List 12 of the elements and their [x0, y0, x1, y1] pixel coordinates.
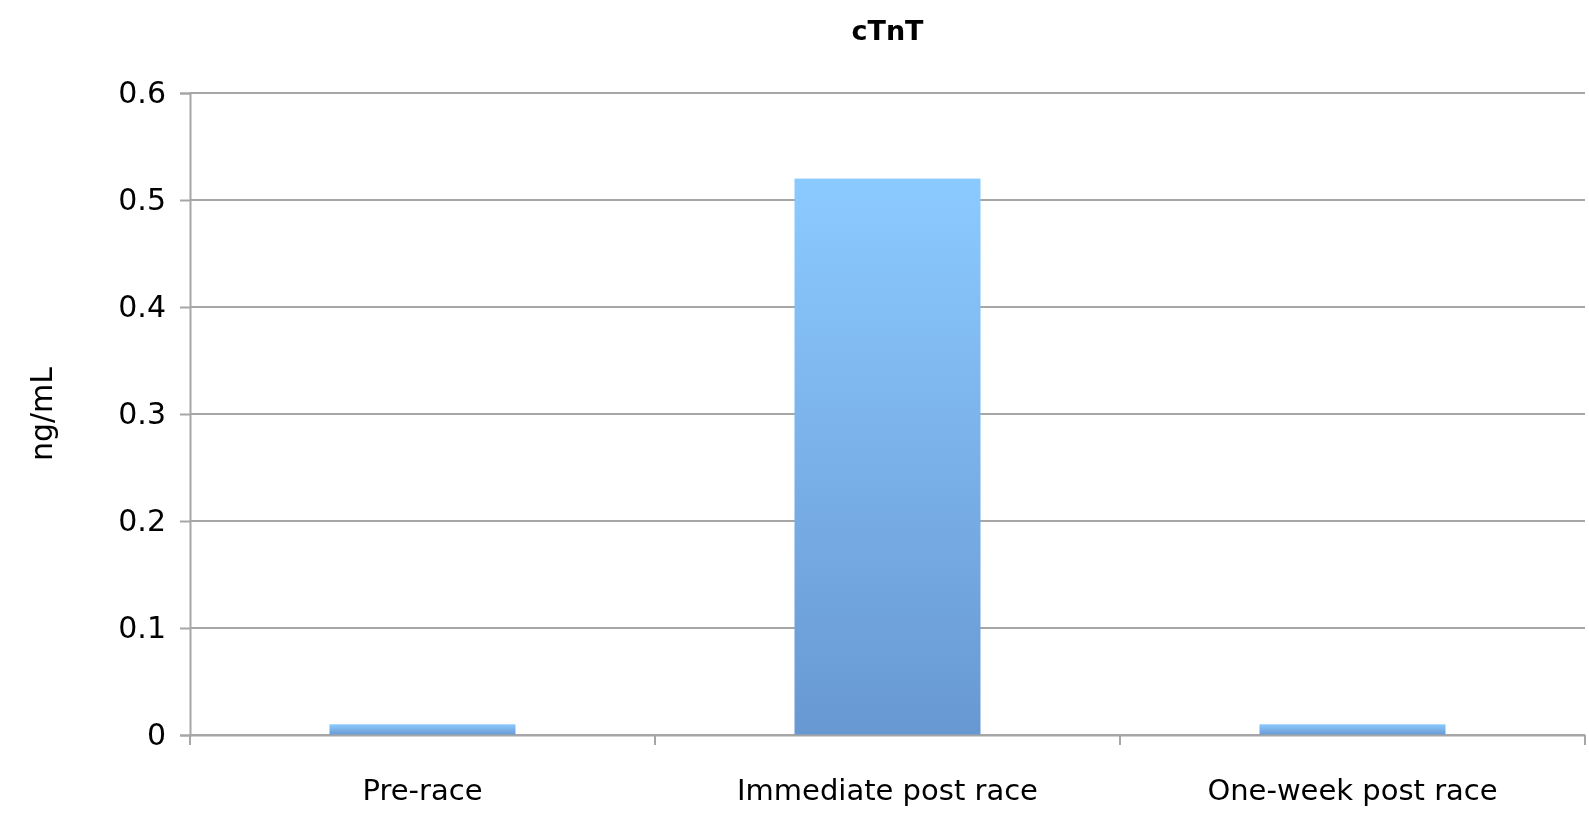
y-tick-label: 0.2: [118, 503, 166, 539]
y-tick-label: 0.4: [118, 289, 166, 325]
y-axis-title: ng/mL: [24, 366, 59, 462]
x-tick-label: Pre-race: [362, 772, 483, 807]
y-tick-label: 0.1: [118, 610, 166, 646]
x-tick-label: Immediate post race: [737, 772, 1038, 807]
y-tick-label: 0.5: [118, 182, 166, 218]
chart-title: cTnT: [851, 15, 925, 46]
y-tick-label: 0.3: [118, 396, 166, 432]
y-tick-label: 0: [146, 717, 166, 753]
x-tick-label: One-week post race: [1207, 772, 1498, 807]
y-tick-label: 0.6: [118, 75, 166, 111]
